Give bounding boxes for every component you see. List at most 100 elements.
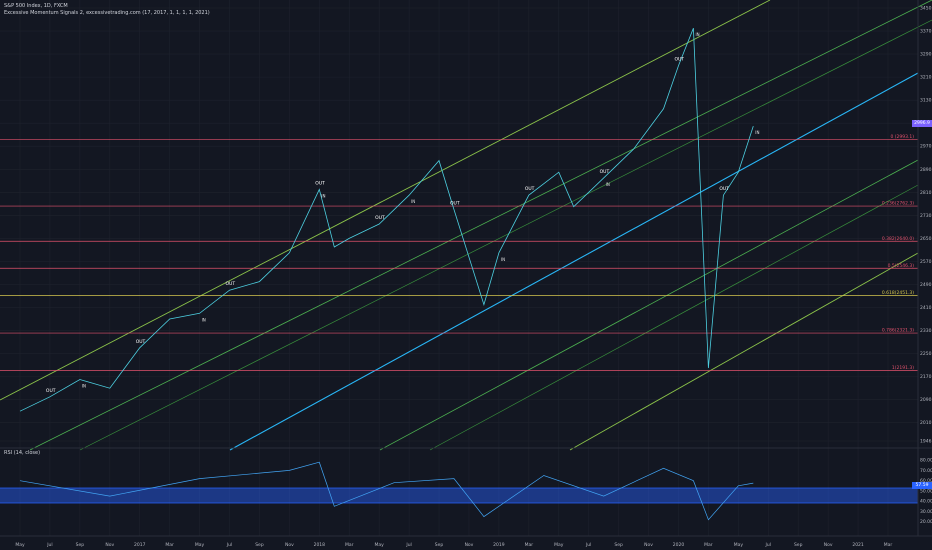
rsi-tick-label: 60.00 (920, 478, 932, 484)
fib-retracement[interactable]: 0 (2993.1) 0.236(2762.3) 0.382(2640.0) 0.5(… (0, 134, 918, 371)
time-tick-label: Sep (614, 542, 623, 548)
channel-median-line[interactable] (229, 72, 919, 451)
time-tick-label: Mar (704, 542, 713, 548)
rsi-tick-label: 80.00 (920, 458, 932, 464)
channel-lower-line[interactable] (569, 252, 919, 451)
signal-out-label: OUT (375, 215, 385, 221)
fib-level-label: 1(2191.3) (892, 365, 914, 371)
signal-in-label: IN (695, 32, 699, 37)
signal-in-label: IN (82, 384, 86, 389)
price-tick-label: 2730.0 (920, 213, 932, 219)
fib-level-label: 0.236(2762.3) (882, 201, 914, 207)
time-tick-label: Mar (884, 542, 893, 548)
price-tick-label: 2090.0 (920, 397, 932, 403)
grid (0, 0, 918, 536)
time-tick-label: 2021 (852, 542, 864, 548)
channel-line[interactable] (79, 19, 932, 451)
time-tick-label: 2018 (314, 542, 326, 548)
symbol-title: S&P 500 Index, 1D, FXCM (4, 3, 68, 9)
price-tick-label: 2650.0 (920, 236, 932, 242)
signal-out-label: OUT (136, 339, 146, 345)
channel-line[interactable] (429, 184, 919, 451)
price-tick-label: 3210.0 (920, 75, 932, 81)
time-tick-label: 2020 (673, 542, 685, 548)
price-tick-label: 2970.0 (920, 144, 932, 150)
fib-level-label: 0.382(2640.0) (882, 236, 914, 242)
price-tick-label: 2490.0 (920, 282, 932, 288)
channel-upper-line[interactable] (0, 0, 771, 401)
time-tick-label: 2019 (493, 542, 505, 548)
fib-level-label: 0.786(2321.3) (882, 328, 914, 334)
price-tick-label: 2410.0 (920, 305, 932, 311)
time-tick-label: Jul (405, 542, 411, 548)
rsi-line (19, 461, 754, 521)
time-tick-label: 2017 (134, 542, 146, 548)
price-axis[interactable]: 3450.03370.03290.03210.03130.03050.02970… (920, 6, 932, 445)
signal-out-label: OUT (525, 186, 535, 192)
price-tick-label: 2570.0 (920, 259, 932, 265)
price-tick-label: 2810.0 (920, 190, 932, 196)
fib-level-label: 0 (2993.1) (890, 134, 914, 140)
rsi-title: RSI (14, close) (4, 450, 41, 456)
fib-level-label: 0.618(2451.3) (882, 290, 914, 296)
time-tick-label: Nov (644, 542, 653, 548)
time-tick-label: Nov (105, 542, 114, 548)
rsi-axis[interactable]: 80.00 70.00 60.00 50.00 40.00 30.00 20.00 (920, 458, 932, 526)
price-tick-label: 2010.0 (920, 420, 932, 426)
time-tick-label: Sep (794, 542, 803, 548)
channel-line[interactable] (29, 0, 932, 451)
price-tick-label: 3370.0 (920, 29, 932, 35)
time-tick-label: May (554, 542, 564, 548)
rsi-tick-label: 30.00 (920, 509, 932, 515)
time-tick-label: Nov (465, 542, 474, 548)
time-tick-label: Mar (525, 542, 534, 548)
price-tick-label: 2890.0 (920, 167, 932, 173)
rsi-tick-label: 70.00 (920, 468, 932, 474)
time-tick-label: Nov (285, 542, 294, 548)
price-tick-label: 2250.0 (920, 351, 932, 357)
signal-out-label: OUT (315, 180, 325, 186)
fib-level-label: 0.5(2546.3) (888, 263, 915, 269)
channel-line[interactable] (379, 159, 919, 451)
time-tick-label: Jul (765, 542, 771, 548)
signal-in-label: IN (501, 257, 505, 262)
rsi-last-tag: 57.59 (912, 482, 932, 489)
signal-out-label: OUT (674, 57, 684, 63)
price-tick-label: 3130.0 (920, 98, 932, 104)
price-tick-label: 2170.0 (920, 374, 932, 380)
signal-out-label: OUT (226, 281, 236, 287)
rsi-tick-label: 20.00 (920, 519, 932, 525)
time-tick-label: Jul (585, 542, 591, 548)
signal-in-label: IN (321, 193, 325, 198)
signal-out-label: OUT (450, 201, 460, 207)
signal-in-label: IN (411, 199, 415, 204)
rsi-band (0, 488, 918, 503)
last-price-tag: 2996.9 (912, 120, 932, 127)
signal-out-label: OUT (600, 169, 610, 175)
rsi-tick-label: 40.00 (920, 499, 932, 505)
time-tick-label: May (375, 542, 385, 548)
time-tick-label: May (195, 542, 205, 548)
time-tick-label: Sep (76, 542, 85, 548)
time-tick-label: Sep (435, 542, 444, 548)
time-tick-label: May (15, 542, 25, 548)
signal-in-label: IN (755, 130, 759, 135)
time-axis[interactable]: May Jul Sep Nov 2017 Mar May Jul Sep Nov 2018 Mar Ma… (15, 542, 892, 548)
rsi-tick-label: 50.00 (920, 488, 932, 494)
time-tick-label: Jul (46, 542, 52, 548)
signal-labels: OUT IN OUT IN OUT OUT IN OUT IN OUT IN OUT OUT IN OUT I… (46, 32, 760, 394)
price-tick-label: 1946.5 (920, 439, 932, 445)
price-tick-label: 3290.0 (920, 52, 932, 58)
time-tick-label: Mar (165, 542, 174, 548)
signal-out-label: OUT (46, 388, 56, 394)
indicator-title: Excessive Momentum Signals 2, excessivet… (4, 10, 210, 16)
price-line (19, 28, 754, 412)
signal-in-label: IN (606, 182, 610, 187)
pitchfork-channel[interactable] (0, 0, 932, 451)
price-tick-label: 3450.0 (920, 6, 932, 12)
signal-out-label: OUT (719, 186, 729, 192)
time-tick-label: May (734, 542, 744, 548)
time-tick-label: Jul (226, 542, 232, 548)
time-tick-label: Sep (255, 542, 264, 548)
